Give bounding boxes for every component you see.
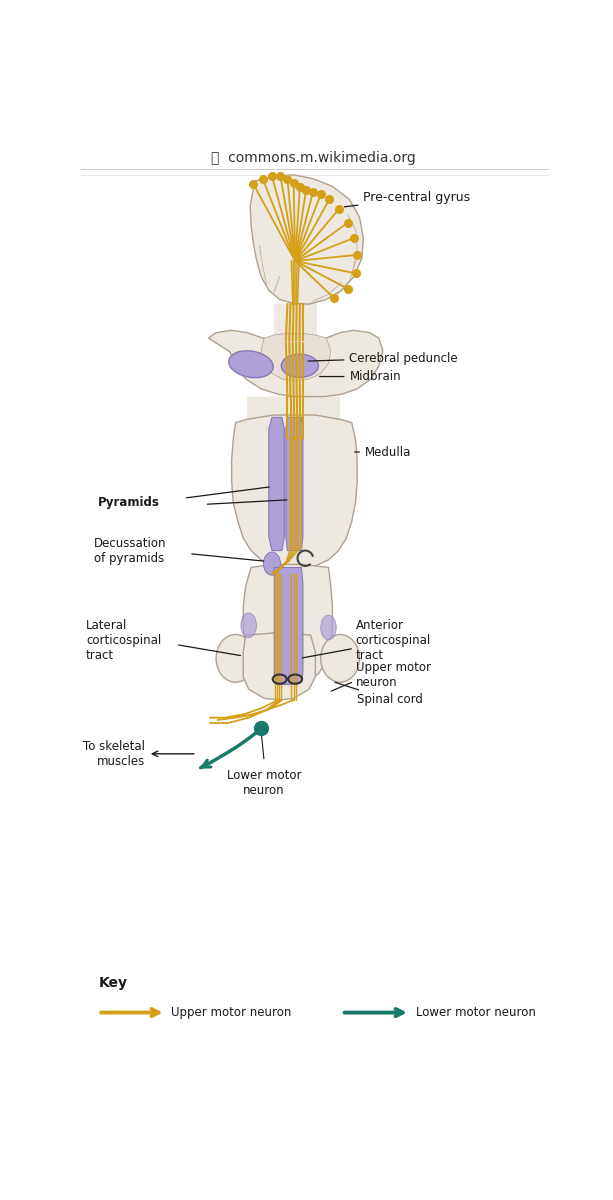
Text: Midbrain: Midbrain <box>319 370 401 383</box>
Polygon shape <box>261 334 331 382</box>
Text: Anterior
corticospinal
tract: Anterior corticospinal tract <box>356 619 431 662</box>
Polygon shape <box>250 175 364 304</box>
Polygon shape <box>243 564 332 684</box>
Text: Medulla: Medulla <box>354 445 411 458</box>
Text: Lateral
corticospinal
tract: Lateral corticospinal tract <box>86 619 161 662</box>
Text: Pyramids: Pyramids <box>98 496 160 509</box>
Ellipse shape <box>281 354 318 377</box>
Polygon shape <box>269 418 284 551</box>
Text: Pre-central gyrus: Pre-central gyrus <box>345 191 471 206</box>
Ellipse shape <box>241 613 256 637</box>
Polygon shape <box>286 418 303 551</box>
Ellipse shape <box>321 635 359 683</box>
Polygon shape <box>274 568 303 684</box>
Text: Key: Key <box>98 977 128 990</box>
Text: Cerebral peduncle: Cerebral peduncle <box>308 352 458 365</box>
Text: Spinal cord: Spinal cord <box>335 683 423 707</box>
Text: Decussation
of pyramids: Decussation of pyramids <box>94 536 166 564</box>
Polygon shape <box>243 632 315 700</box>
Text: Upper motor
neuron: Upper motor neuron <box>356 661 430 689</box>
Text: Lower motor
neuron: Lower motor neuron <box>227 769 302 797</box>
Text: 🔒  commons.m.wikimedia.org: 🔒 commons.m.wikimedia.org <box>211 151 416 164</box>
Ellipse shape <box>321 616 337 640</box>
Text: Upper motor neuron: Upper motor neuron <box>171 1006 292 1019</box>
Polygon shape <box>247 396 340 440</box>
Polygon shape <box>208 330 383 396</box>
Ellipse shape <box>216 635 255 683</box>
Ellipse shape <box>264 552 281 575</box>
Text: To skeletal
muscles: To skeletal muscles <box>83 740 145 768</box>
Polygon shape <box>232 415 357 568</box>
Polygon shape <box>274 304 317 341</box>
Ellipse shape <box>229 350 273 378</box>
Text: Lower motor neuron: Lower motor neuron <box>416 1006 536 1019</box>
